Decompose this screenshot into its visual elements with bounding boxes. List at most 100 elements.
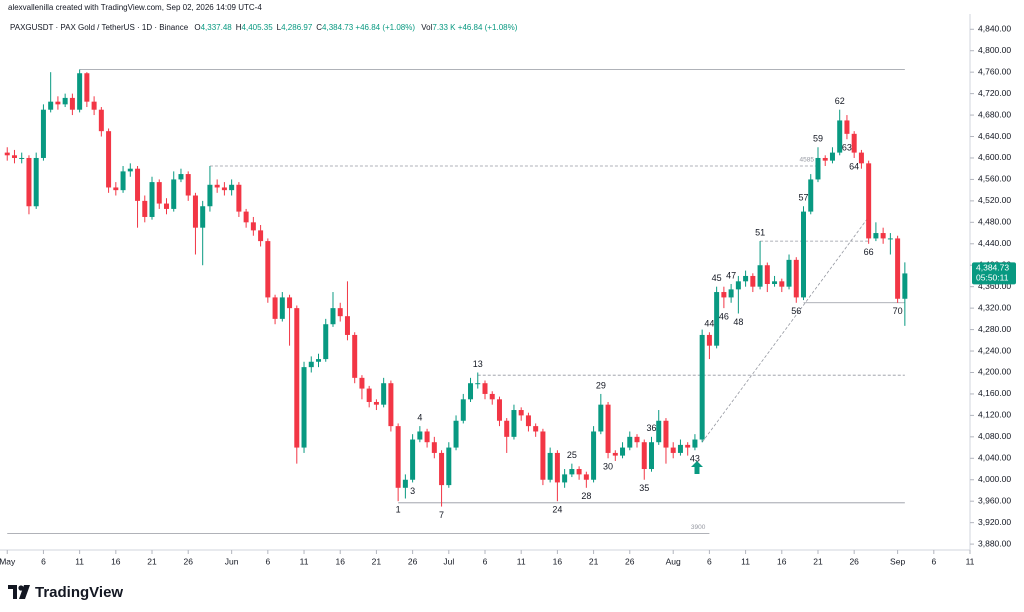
- ohlc-value: 4,405.35: [241, 23, 273, 32]
- candle-body: [439, 452, 445, 486]
- y-tick-label: 4,040.00: [978, 453, 1011, 463]
- candle-body: [750, 275, 756, 287]
- candle-body: [127, 168, 133, 172]
- candle-body: [728, 289, 734, 298]
- candle-body: [793, 259, 799, 298]
- candle-body: [772, 281, 778, 284]
- candle-body: [33, 157, 39, 207]
- candle-body: [714, 292, 720, 346]
- wave-label: 63: [842, 143, 852, 153]
- candle-body: [692, 439, 698, 448]
- candle-body: [84, 73, 90, 102]
- x-tick-label: 21: [813, 556, 823, 566]
- candle-body: [149, 182, 155, 217]
- y-tick-label: 4,200.00: [978, 367, 1011, 377]
- candle-body: [337, 308, 343, 317]
- y-tick-label: 4,840.00: [978, 24, 1011, 34]
- wave-label: 62: [835, 96, 845, 106]
- candle-body: [40, 109, 46, 158]
- candle-body: [533, 426, 539, 432]
- ohlc-value: 4,384.73: [322, 23, 354, 32]
- y-tick-label: 4,600.00: [978, 152, 1011, 162]
- candle-body: [627, 436, 633, 448]
- candle-body: [656, 420, 662, 443]
- y-tick-label: 4,760.00: [978, 66, 1011, 76]
- candle-body: [706, 334, 712, 346]
- candle-body: [453, 420, 459, 448]
- candle-body: [786, 259, 792, 287]
- x-tick-label: 16: [111, 556, 121, 566]
- candle-body: [214, 184, 220, 188]
- y-tick-label: 4,560.00: [978, 174, 1011, 184]
- candle-body: [873, 233, 879, 239]
- wave-label: 28: [581, 491, 591, 501]
- x-tick-label: 26: [183, 556, 193, 566]
- y-tick-label: 4,360.00: [978, 281, 1011, 291]
- candle-body: [156, 182, 162, 204]
- candle-body: [279, 297, 285, 319]
- wave-label: 66: [864, 247, 874, 257]
- candle-body: [612, 452, 618, 456]
- candle-body: [352, 334, 358, 378]
- wave-label: 1: [396, 505, 401, 515]
- wave-label: 29: [596, 380, 606, 390]
- candle-body: [207, 184, 213, 207]
- wave-label: 30: [603, 462, 613, 472]
- candle-body: [822, 157, 828, 161]
- candle-body: [229, 184, 235, 191]
- candle-body: [26, 157, 32, 207]
- candle-body: [743, 275, 749, 282]
- candle-body: [446, 447, 452, 486]
- candle-body: [547, 452, 553, 480]
- ohlc-key: C: [316, 23, 323, 32]
- wave-label: 47: [726, 270, 736, 280]
- wave-label: 64: [849, 161, 859, 171]
- chart: 3,880.00 3,920.00 3,960.00 4,000.00 4,040.00…: [0, 14, 1016, 566]
- candle-body: [764, 265, 770, 284]
- candle-body: [142, 200, 148, 217]
- candle-body: [685, 444, 691, 448]
- candle-body: [663, 420, 669, 448]
- candle-body: [851, 133, 857, 153]
- x-tick-label: 6: [41, 556, 46, 566]
- candle-body: [525, 415, 531, 427]
- candle-body: [192, 195, 198, 228]
- x-tick-label: Sep: [890, 556, 905, 566]
- x-tick-label: 16: [335, 556, 345, 566]
- wave-label: 43: [690, 454, 700, 464]
- candle-body: [902, 273, 908, 299]
- candle-body: [200, 206, 206, 228]
- candle-body: [69, 97, 75, 110]
- wave-label: 24: [552, 505, 562, 515]
- x-tick-label: 16: [777, 556, 787, 566]
- ohlc-value: 4,286.97: [281, 23, 313, 32]
- candle-body: [866, 163, 872, 239]
- candle-body: [475, 383, 481, 385]
- candle-body: [113, 187, 119, 191]
- candle-body: [265, 241, 271, 298]
- candle-body: [887, 238, 893, 240]
- level-label: 4585: [800, 157, 815, 164]
- y-tick-label: 4,080.00: [978, 431, 1011, 441]
- y-tick-label: 4,320.00: [978, 302, 1011, 312]
- wave-label: 4: [417, 412, 422, 422]
- candle-body: [511, 410, 517, 437]
- candle-body: [424, 431, 430, 443]
- candle-body: [670, 447, 676, 453]
- wave-label: 48: [733, 317, 743, 327]
- arrow-marker: [691, 461, 703, 474]
- x-tick-label: 6: [707, 556, 712, 566]
- y-tick-label: 4,520.00: [978, 195, 1011, 205]
- candle-body: [163, 203, 169, 209]
- wave-label: 3: [410, 486, 415, 496]
- candle-body: [91, 101, 97, 110]
- ohlc: O4,337.48 H4,405.35 L4,286.97 C4,384.73: [190, 23, 353, 32]
- wave-label: 35: [639, 483, 649, 493]
- header: alexvallenilla created with TradingView.…: [8, 3, 262, 12]
- x-tick-label: 6: [931, 556, 936, 566]
- candle-body: [120, 171, 126, 191]
- candle-body: [880, 233, 886, 239]
- candle-body: [373, 401, 379, 405]
- candle-body: [815, 157, 821, 180]
- candle-body: [344, 316, 350, 335]
